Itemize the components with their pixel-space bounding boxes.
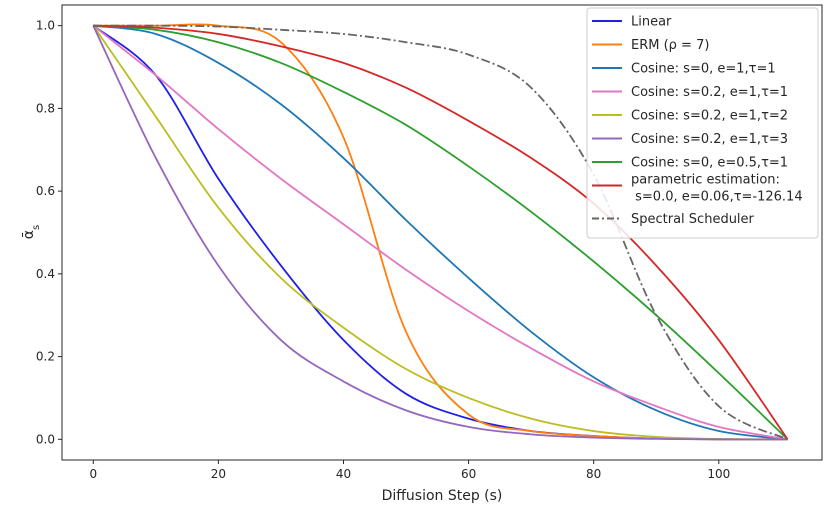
- x-tick-label: 0: [89, 467, 97, 481]
- series-line-8: [93, 24, 789, 440]
- x-axis: 0 20 40 60 80 100: [89, 460, 730, 481]
- x-tick-label: 60: [461, 467, 476, 481]
- plot-area: [92, 23, 789, 441]
- series-line-7: [93, 24, 789, 440]
- y-tick-label: 0.4: [36, 267, 55, 281]
- y-axis: 0.0 0.2 0.4 0.6 0.8 1.0: [36, 19, 62, 446]
- series-line-6: [92, 25, 788, 441]
- legend-label-2: ERM (ρ = 7): [631, 38, 709, 53]
- series-line-3: [93, 24, 788, 441]
- legend-label-6: Cosine: s=0.2, e=1,τ=3: [631, 132, 788, 147]
- y-axis-label: ᾱs: [21, 225, 42, 239]
- y-tick-label: 0.0: [36, 432, 55, 446]
- x-tick-label: 20: [211, 467, 226, 481]
- series-line-9: [93, 24, 788, 441]
- legend-label-1: Linear: [631, 15, 672, 30]
- y-tick-label: 0.6: [36, 184, 55, 198]
- series-line-5: [92, 25, 788, 441]
- x-tick-label: 100: [707, 467, 730, 481]
- legend-label-8-line2: s=0.0, e=0.06,τ=-126.14: [631, 190, 803, 205]
- y-tick-label: 1.0: [36, 19, 55, 33]
- x-axis-label: Diffusion Step (s): [382, 488, 503, 504]
- series-line-4: [92, 24, 788, 441]
- plot-frame: [61, 4, 823, 461]
- y-tick-label: 0.8: [36, 101, 55, 115]
- legend-label-5: Cosine: s=0.2, e=1,τ=2: [631, 109, 788, 124]
- y-tick-label: 0.2: [36, 350, 55, 364]
- x-tick-label: 40: [336, 467, 351, 481]
- x-tick-label: 80: [586, 467, 601, 481]
- legend: Linear ERM (ρ = 7) Cosine: s=0, e=1,τ=1 Cos…: [586, 7, 819, 239]
- legend-box: [586, 7, 819, 239]
- legend-label-8: parametric estimation:: [631, 173, 780, 188]
- legend-label-4: Cosine: s=0.2, e=1,τ=1: [631, 85, 788, 100]
- legend-label-3: Cosine: s=0, e=1,τ=1: [631, 62, 776, 77]
- y-axis-label-main: ᾱ: [21, 230, 37, 239]
- legend-label-9: Spectral Scheduler: [631, 212, 755, 227]
- y-axis-label-subscript: s: [31, 225, 42, 230]
- legend-label-7: Cosine: s=0, e=0.5,τ=1: [631, 156, 788, 171]
